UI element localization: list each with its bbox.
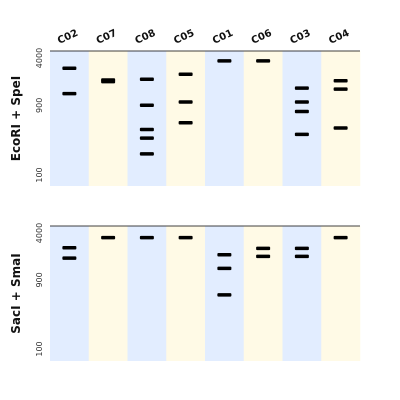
lane-label-c02: C02 (56, 28, 80, 47)
band-c02 (62, 91, 77, 96)
y-tick-label: 4000 (35, 48, 44, 68)
lane-label-c06: C06 (250, 28, 274, 47)
band-c06 (256, 246, 271, 251)
band-c08 (139, 127, 154, 132)
band-c05 (178, 120, 193, 125)
band-c01 (217, 59, 232, 63)
band-c03 (294, 100, 309, 104)
lane-bg-c04 (321, 226, 361, 361)
lane-bg-c01 (205, 51, 245, 186)
lane-bg-c02 (50, 51, 90, 186)
band-c08 (139, 103, 154, 108)
lane-bg-c06 (243, 226, 283, 361)
y-tick-label: 100 (35, 167, 44, 182)
band-c03 (294, 132, 309, 137)
band-c04 (333, 79, 348, 83)
band-c05 (178, 72, 193, 76)
lane-labels: C02 C07 C08 C05 C01 C06 C03 C04 (56, 28, 351, 47)
panel-saci-smai: 4000 900 100 SacI + SmaI (9, 223, 361, 361)
lane-label-c04: C04 (327, 28, 351, 47)
band-c03 (294, 254, 309, 259)
panel-title: SacI + SmaI (9, 253, 23, 333)
y-tick-label: 900 (35, 272, 44, 287)
band-c02 (62, 246, 77, 250)
band-c04 (333, 87, 348, 91)
lane-bg-c05 (166, 226, 206, 361)
band-c07 (101, 79, 116, 84)
lane-label-c03: C03 (288, 28, 312, 47)
panel-title: EcoRI + SpeI (9, 76, 23, 162)
lane-bg-c04 (321, 51, 361, 186)
band-c07 (101, 235, 116, 240)
lane-bg-c07 (88, 51, 128, 186)
lane-label-c07: C07 (95, 28, 119, 47)
panel-ecori-spei: 4000 900 100 EcoRI + SpeI (9, 48, 361, 186)
lane-bg-c07 (88, 226, 128, 361)
lane-label-c08: C08 (133, 28, 157, 47)
band-c05 (178, 235, 193, 240)
band-c03 (294, 109, 309, 114)
lane-bg-c03 (282, 226, 322, 361)
band-c08 (139, 152, 154, 156)
y-tick-label: 900 (35, 98, 44, 113)
band-c08 (139, 136, 154, 140)
lane-bg-c05 (166, 51, 206, 186)
y-tick-label: 4000 (35, 223, 44, 243)
lane-label-c05: C05 (172, 28, 196, 47)
band-c02 (62, 66, 77, 70)
lane-bg-c06 (243, 51, 283, 186)
lane-bg-c08 (127, 226, 167, 361)
band-c03 (294, 246, 309, 251)
band-c03 (294, 86, 309, 90)
band-c01 (217, 253, 232, 257)
lane-bg-c08 (127, 51, 167, 186)
y-tick-label: 100 (35, 341, 44, 356)
band-c01 (217, 293, 232, 297)
band-c02 (62, 256, 77, 260)
lane-bg-c03 (282, 51, 322, 186)
band-c01 (217, 266, 232, 271)
band-c08 (139, 235, 154, 240)
band-c04 (333, 126, 348, 130)
band-c08 (139, 77, 154, 81)
band-c05 (178, 100, 193, 104)
band-c04 (333, 235, 348, 240)
band-c06 (256, 59, 271, 63)
band-c06 (256, 254, 271, 259)
lane-label-c01: C01 (211, 28, 235, 47)
